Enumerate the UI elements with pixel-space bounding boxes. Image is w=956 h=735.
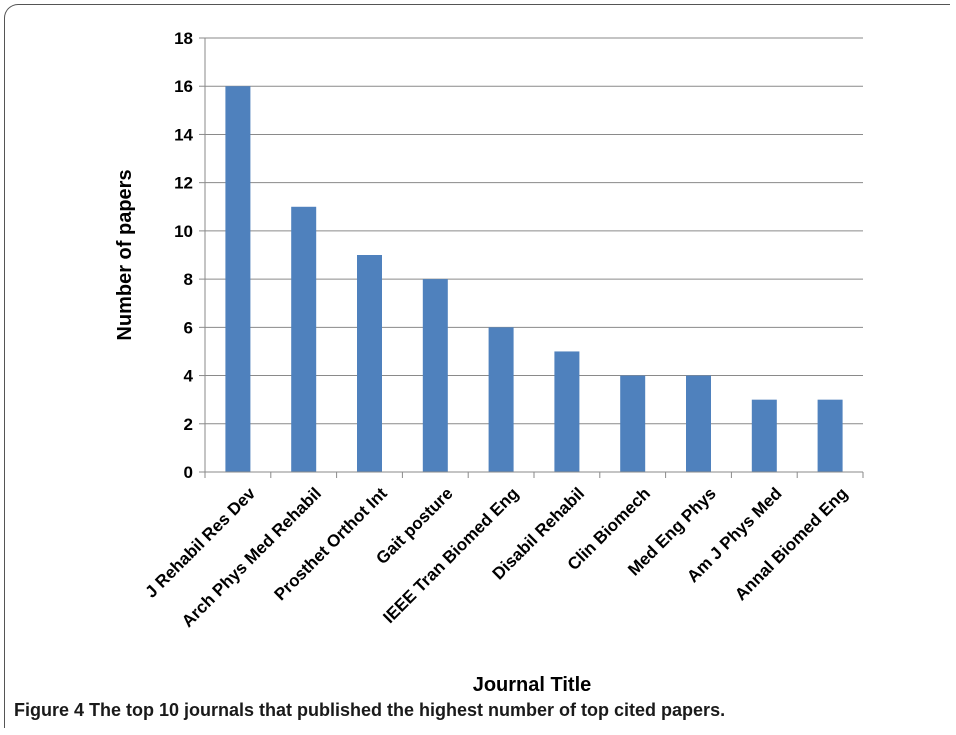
bar bbox=[620, 375, 646, 472]
figure-frame bbox=[4, 4, 950, 728]
y-tick-label: 16 bbox=[174, 77, 193, 96]
y-tick-labels: 0 2 4 6 8 10 12 14 16 18 bbox=[174, 29, 193, 482]
caption-text: The top 10 journals that published the h… bbox=[89, 700, 726, 720]
bar bbox=[225, 86, 251, 472]
bar bbox=[554, 351, 580, 472]
y-tick-label: 4 bbox=[184, 367, 194, 386]
bar bbox=[817, 399, 843, 472]
bar bbox=[751, 399, 777, 472]
axes bbox=[199, 37, 864, 478]
x-category-label: J Rehabil Res Dev bbox=[142, 483, 260, 601]
bar bbox=[422, 279, 448, 472]
y-tick-label: 6 bbox=[184, 318, 193, 337]
y-tick-label: 2 bbox=[184, 415, 193, 434]
y-axis-title: Number of papers bbox=[114, 169, 136, 340]
bar bbox=[357, 255, 382, 472]
bar bbox=[686, 375, 711, 472]
x-category-label: Prosthet Orthot Int bbox=[271, 484, 392, 605]
caption-label: Figure 4 bbox=[14, 700, 85, 720]
y-tick-label: 14 bbox=[174, 125, 193, 144]
gridlines bbox=[205, 37, 863, 425]
y-tick-label: 8 bbox=[184, 270, 193, 289]
bar bbox=[488, 327, 514, 472]
x-axis-title: Journal Title bbox=[473, 674, 592, 696]
y-tick-label: 0 bbox=[184, 463, 193, 482]
y-tick-label: 10 bbox=[174, 222, 193, 241]
bars bbox=[225, 86, 843, 472]
y-tick-label: 18 bbox=[174, 29, 193, 48]
figure-caption: Figure 4 The top 10 journals that publis… bbox=[14, 700, 944, 721]
x-category-label: IEEE Tran Biomed Eng bbox=[379, 484, 522, 627]
x-category-label: Annal Biomed Eng bbox=[731, 484, 851, 604]
y-tick-label: 12 bbox=[174, 174, 193, 193]
bar bbox=[291, 206, 317, 472]
